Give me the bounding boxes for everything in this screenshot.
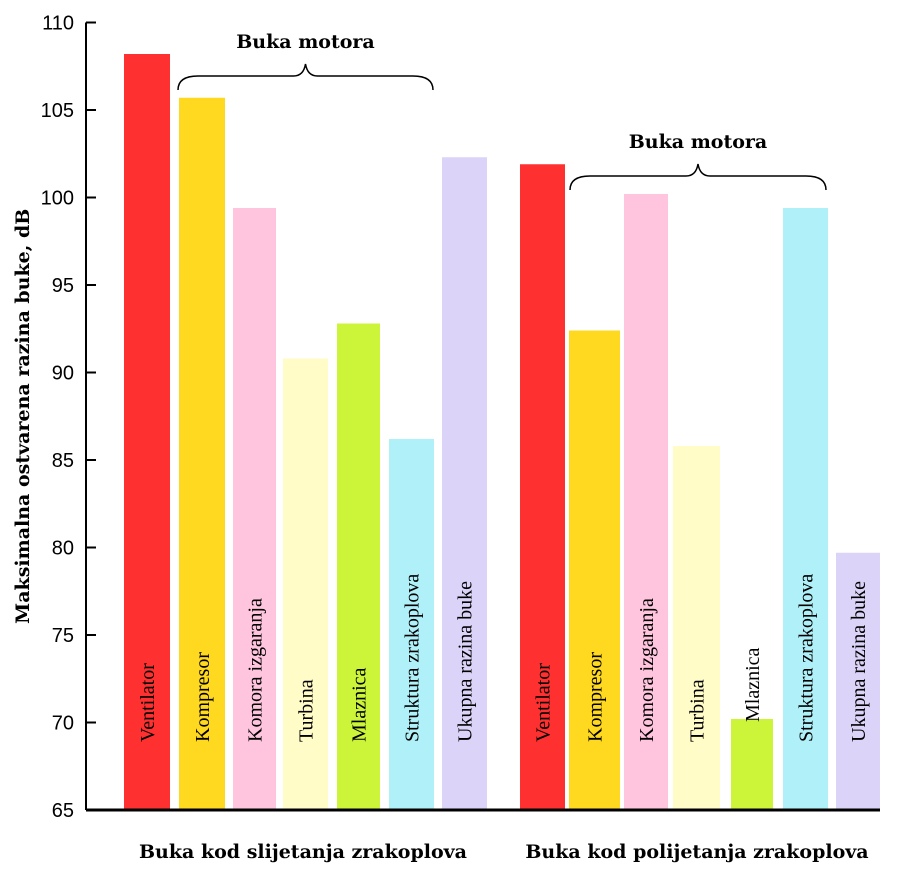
- bar: [731, 719, 773, 810]
- y-tick-label: 65: [52, 800, 74, 822]
- bar-label: Ukupna razina buke: [848, 581, 870, 742]
- y-tick-label: 80: [52, 538, 74, 560]
- bar-label: Mlaznica: [349, 667, 371, 742]
- bar: [783, 208, 828, 810]
- y-tick-label: 75: [52, 625, 74, 647]
- y-tick-label: 105: [41, 100, 74, 122]
- bar-label: Struktura zrakoplova: [796, 574, 818, 742]
- bar: [442, 157, 487, 810]
- bar-label: Kompresor: [585, 652, 607, 742]
- y-tick-label: 90: [52, 363, 74, 385]
- bar-label: Turbina: [687, 679, 709, 742]
- bar-label: Turbina: [296, 679, 318, 742]
- y-axis-title: Maksimalna ostvarena razina buke, dB: [12, 209, 34, 624]
- bar: [283, 358, 328, 810]
- brace-icon: [177, 63, 434, 91]
- bar: [233, 208, 276, 810]
- bar-label: Mlaznica: [742, 647, 764, 722]
- bar: [179, 97, 225, 810]
- bar: [569, 330, 620, 810]
- bar: [673, 446, 720, 810]
- brace-label: Buka motora: [629, 131, 768, 153]
- brace-label: Buka motora: [236, 31, 375, 53]
- group-label: Buka kod slijetanja zrakoplova: [139, 841, 467, 863]
- brace-icon: [569, 163, 827, 191]
- bar-label: Struktura zrakoplova: [402, 574, 424, 742]
- bar: [520, 164, 565, 810]
- bar-label: Ukupna razina buke: [455, 581, 477, 742]
- group-label: Buka kod polijetanja zrakoplova: [525, 841, 868, 863]
- bar: [836, 552, 880, 810]
- y-tick-label: 85: [52, 450, 74, 472]
- bar-label: Komora izgaranja: [245, 598, 267, 742]
- y-tick-label: 100: [41, 188, 74, 210]
- y-tick-label: 95: [52, 275, 74, 297]
- bar-label: Ventilator: [137, 663, 159, 742]
- y-tick-label: 70: [52, 713, 74, 735]
- bar: [624, 194, 668, 810]
- bar-label: Ventilator: [533, 663, 555, 742]
- bar-label: Kompresor: [192, 652, 214, 742]
- bar-label: Komora izgaranja: [636, 598, 658, 742]
- bar: [337, 323, 380, 810]
- bar: [389, 439, 434, 810]
- bar: [124, 54, 170, 810]
- y-tick-label: 110: [42, 13, 74, 35]
